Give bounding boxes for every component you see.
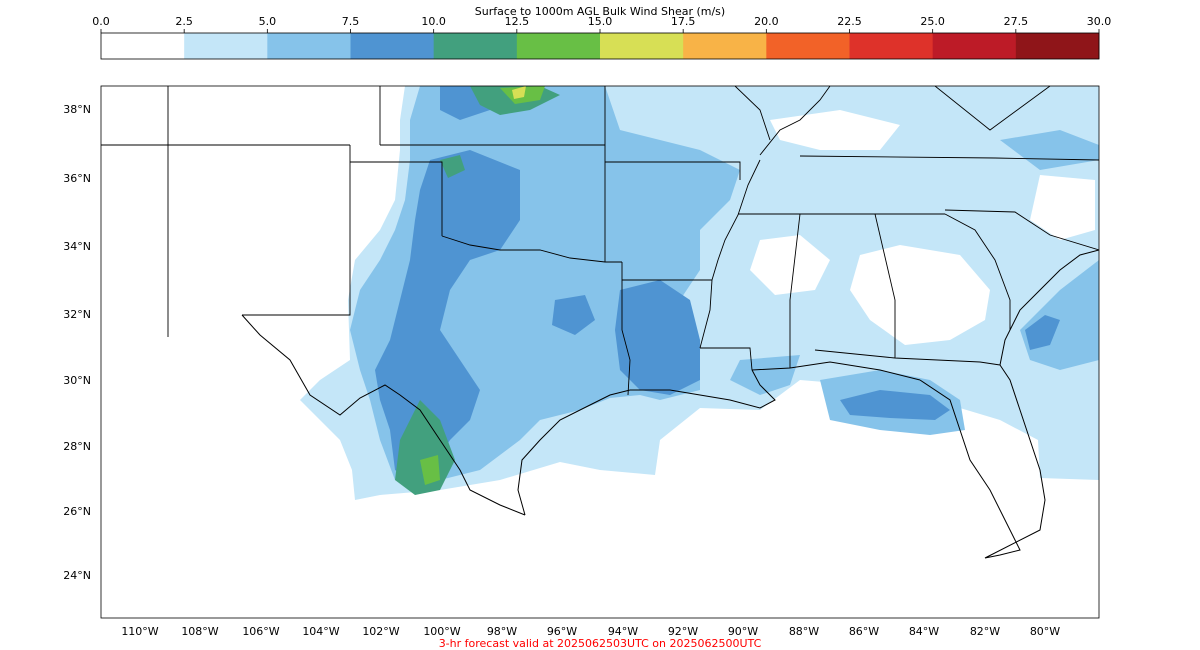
mexico-border [241,314,526,516]
lat-label: 32°N [63,308,91,321]
lon-label: 102°W [362,625,399,638]
lon-label: 94°W [608,625,638,638]
shear-region-dark [552,295,595,335]
lon-label: 80°W [1030,625,1060,638]
colorbar-tick-label: 0.0 [92,15,110,28]
colorbar-swatch [184,33,268,59]
colorbar-tick-label: 12.5 [505,15,530,28]
border-al-ga [874,213,896,358]
gulf-coast-texas [517,389,631,516]
lon-label: 84°W [909,625,939,638]
border-nm-tx [242,145,351,316]
lon-label: 108°W [181,625,218,638]
border-red-river [441,235,622,263]
shear-region-dark [840,390,950,420]
border-mo-ar [605,161,741,180]
colorbar-swatches [101,33,1100,59]
colorbar-swatch [932,33,1017,59]
shear-region-bright-green [420,455,440,485]
lat-label: 38°N [63,103,91,116]
lon-label: 96°W [547,625,577,638]
lon-label: 90°W [728,625,758,638]
colorbar-swatch [600,33,684,59]
colorbar-swatch [766,33,850,59]
shear-hole [770,110,900,150]
lat-label: 28°N [63,440,91,453]
lon-label: 86°W [849,625,879,638]
lon-label: 92°W [668,625,698,638]
shear-hole [1030,175,1095,240]
colorbar-swatch [101,33,185,59]
lon-label: 104°W [302,625,339,638]
latitude-labels: 38°N 36°N 34°N 32°N 30°N 28°N 26°N 24°N [63,103,91,582]
border-ga-sc [944,213,1011,330]
shear-field [300,86,1099,500]
gulf-coast-ms-al [751,361,921,381]
border-tx-la [621,262,631,396]
colorbar-swatch [683,33,767,59]
colorbar-tick-label: 25.0 [920,15,945,28]
shear-region-green [395,400,455,495]
lon-label: 82°W [970,625,1000,638]
shear-region-dark [615,280,700,395]
longitude-labels: 110°W 108°W 106°W 104°W 102°W 100°W 98°W… [121,625,1060,638]
lat-label: 26°N [63,505,91,518]
border-ohio-river [759,86,831,156]
map-frame [100,85,1100,619]
border-ok-tx-panhandle [350,161,443,236]
lat-label: 36°N [63,172,91,185]
lon-label: 98°W [487,625,517,638]
coastlines [241,249,1099,559]
shear-region-dark [375,150,520,480]
map: 38°N 36°N 34°N 32°N 30°N 28°N 26°N 24°N … [63,85,1100,638]
colorbar-swatch [516,33,601,59]
colorbar-tick-label: 7.5 [342,15,360,28]
border-nc-sc [944,209,1099,251]
colorbar-swatch [433,33,518,59]
border-fl-north [814,349,1001,366]
forecast-caption: 3-hr forecast valid at 2025062503UTC on … [439,637,762,650]
shear-region-medium [730,355,800,395]
border-mississippi-river [699,159,761,349]
shear-region-yellow [512,86,526,99]
shear-region-green [440,155,465,178]
shear-region-dark [1025,315,1060,350]
colorbar-tick-label: 15.0 [588,15,613,28]
gulf-coast-louisiana [630,369,776,409]
colorbar-swatch [350,33,435,59]
colorbar-tick-label: 20.0 [754,15,779,28]
lon-label: 100°W [423,625,460,638]
colorbar-swatch [849,33,934,59]
colorbar-tick-label: 5.0 [259,15,277,28]
border-ky-va [934,86,1051,131]
lon-label: 88°W [789,625,819,638]
colorbar-title: Surface to 1000m AGL Bulk Wind Shear (m/… [475,5,725,18]
colorbar-tick-label: 30.0 [1087,15,1112,28]
colorbar-swatch [1015,33,1100,59]
border-la-ms [700,347,753,371]
state-borders [101,86,1099,396]
lon-label: 110°W [121,625,158,638]
colorbar-swatch [267,33,351,59]
border-tn-north [799,155,1099,161]
colorbar-ticks: 0.0 2.5 5.0 7.5 10.0 12.5 15.0 17.5 20.0 22.5 25.0… [92,15,1111,33]
shear-region-medium [1000,130,1099,170]
border-ms-al [789,213,801,368]
border-il-in [734,86,771,141]
lon-label: 106°W [242,625,279,638]
colorbar-tick-label: 27.5 [1004,15,1029,28]
colorbar-tick-label: 22.5 [837,15,862,28]
shear-hole [850,245,990,345]
colorbar-tick-label: 17.5 [671,15,696,28]
lat-label: 30°N [63,374,91,387]
atlantic-coast [999,249,1099,366]
lat-label: 24°N [63,569,91,582]
colorbar: Surface to 1000m AGL Bulk Wind Shear (m/… [92,5,1111,60]
colorbar-tick-label: 10.0 [421,15,446,28]
florida-coast [919,364,1046,559]
lat-label: 34°N [63,240,91,253]
colorbar-tick-label: 2.5 [175,15,193,28]
shear-hole [750,235,830,295]
